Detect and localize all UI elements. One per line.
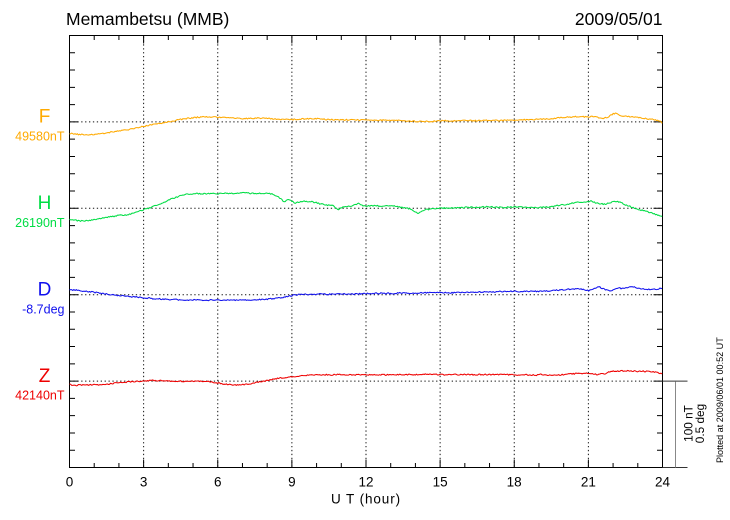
svg-text:6: 6 (214, 475, 222, 490)
svg-text:F: F (39, 107, 51, 128)
svg-text:D: D (38, 280, 52, 301)
svg-text:9: 9 (288, 475, 296, 490)
svg-text:Z: Z (39, 366, 51, 387)
svg-text:Memambetsu (MMB): Memambetsu (MMB) (66, 9, 229, 29)
svg-text:49580nT: 49580nT (15, 130, 65, 144)
svg-text:3: 3 (140, 475, 148, 490)
svg-text:U T (hour): U T (hour) (331, 492, 401, 507)
svg-text:2009/05/01: 2009/05/01 (575, 9, 663, 29)
svg-text:24: 24 (655, 475, 671, 490)
svg-text:42140nT: 42140nT (15, 389, 65, 403)
svg-text:12: 12 (358, 475, 373, 490)
svg-text:0: 0 (66, 475, 74, 490)
svg-text:15: 15 (433, 475, 448, 490)
svg-text:18: 18 (507, 475, 522, 490)
svg-text:100 nT: 100 nT (682, 405, 696, 442)
svg-text:26190nT: 26190nT (15, 216, 65, 230)
svg-text:H: H (38, 193, 52, 214)
svg-text:Plotted at 2009/06/01 00:52 UT: Plotted at 2009/06/01 00:52 UT (715, 337, 725, 463)
svg-text:21: 21 (581, 475, 596, 490)
svg-text:-8.7deg: -8.7deg (22, 302, 64, 316)
svg-text:0.5 deg: 0.5 deg (693, 404, 707, 443)
